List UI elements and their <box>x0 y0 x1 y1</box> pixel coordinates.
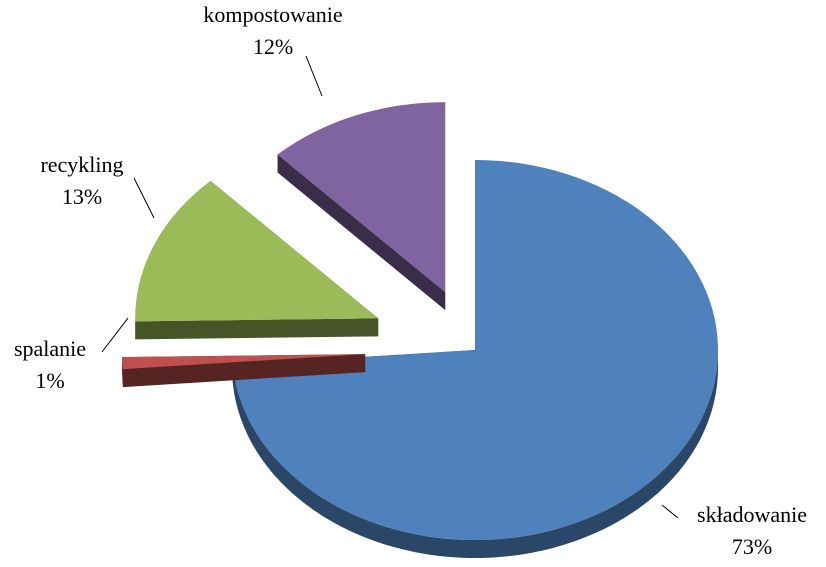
slice-top <box>122 354 366 370</box>
pie-slices <box>122 102 718 558</box>
slice-wall-start <box>135 318 379 340</box>
label-value: 13% <box>62 184 102 209</box>
label-name: kompostowanie <box>203 2 342 27</box>
leader-recykling <box>133 177 155 219</box>
label-value: 73% <box>732 534 772 559</box>
slice-wall-start <box>277 154 446 311</box>
slice-top <box>232 160 718 540</box>
label-spalanie: spalanie 1% <box>14 336 86 393</box>
label-name: składowanie <box>697 502 807 527</box>
leader-kompostowanie <box>305 55 323 97</box>
label-recykling: recykling 13% <box>40 152 123 209</box>
slice-kompostowanie <box>277 102 446 311</box>
label-value: 1% <box>35 368 64 393</box>
slice-recykling <box>135 180 379 340</box>
leader-lines <box>101 55 679 519</box>
label-name: spalanie <box>14 336 86 361</box>
label-sk-adowanie: składowanie 73% <box>697 502 807 559</box>
label-value: 12% <box>253 34 293 59</box>
label-kompostowanie: kompostowanie 12% <box>203 2 342 59</box>
slice-spalanie <box>122 354 366 388</box>
leader-sk-adowanie <box>661 504 679 519</box>
label-name: recykling <box>40 152 123 177</box>
slice-top <box>135 180 379 322</box>
slice-rim <box>122 357 123 388</box>
slice-labels: składowanie 73% spalanie 1% recykling 13% komp… <box>14 2 807 559</box>
leader-spalanie <box>101 317 129 353</box>
slice-top <box>277 102 446 293</box>
